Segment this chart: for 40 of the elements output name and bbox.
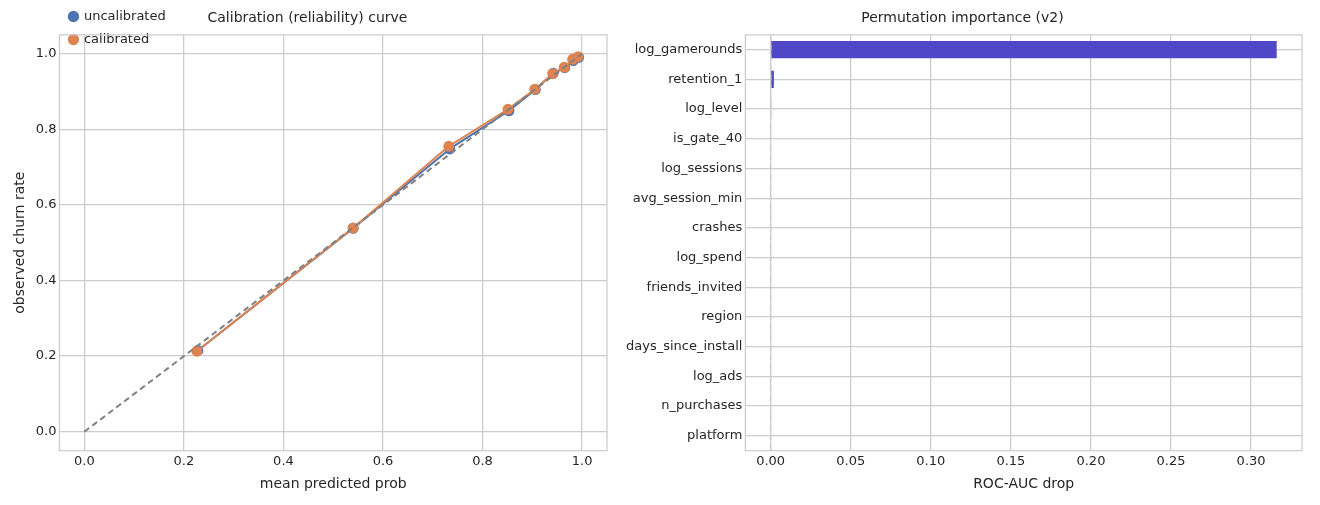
x-tick-label: 0.4 — [273, 452, 294, 468]
y-axis-title: observed churn rate — [11, 171, 28, 314]
y-tick-label: log_gamerounds — [634, 41, 743, 57]
y-tick-label: friends_invited — [646, 278, 743, 294]
legend-label: calibrated — [83, 30, 150, 46]
x-tick-label: 0.25 — [1156, 452, 1186, 468]
x-tick-label: 0.0 — [74, 452, 95, 468]
y-tick-label: days_since_install — [625, 338, 743, 354]
x-tick-label: 0.8 — [472, 452, 493, 468]
y-tick-label: log_spend — [676, 248, 743, 264]
y-tick-label: n_purchases — [661, 397, 743, 413]
y-tick-label: region — [701, 308, 743, 324]
y-tick-label: log_ads — [693, 367, 743, 383]
y-tick-label: 0.0 — [35, 423, 57, 439]
y-tick-label: 0.2 — [35, 347, 57, 363]
x-tick-label: 0.00 — [756, 452, 786, 468]
y-tick-label: 0.4 — [35, 271, 57, 287]
y-tick-label: retention_1 — [668, 70, 743, 86]
x-tick-label: 0.20 — [1076, 452, 1106, 468]
chart-title: Calibration (reliability) curve — [207, 9, 408, 26]
x-axis-title: mean predicted prob — [259, 475, 407, 492]
y-tick-label: avg_session_min — [632, 189, 743, 205]
y-tick-label: log_level — [685, 100, 743, 116]
y-tick-label: crashes — [692, 219, 743, 235]
x-tick-label: 1.0 — [571, 452, 593, 468]
x-tick-label: 0.15 — [996, 452, 1026, 468]
legend-label: uncalibrated — [83, 7, 166, 23]
x-tick-label: 0.10 — [916, 452, 946, 468]
y-tick-label: is_gate_40 — [673, 130, 743, 146]
x-tick-label: 0.2 — [173, 452, 195, 468]
y-tick-label: platform — [687, 427, 743, 443]
y-tick-label: 0.8 — [35, 120, 57, 136]
y-tick-label: 0.6 — [35, 196, 57, 212]
y-tick-label: 1.0 — [35, 45, 57, 61]
x-tick-label: 0.30 — [1236, 452, 1266, 468]
x-tick-label: 0.05 — [836, 452, 866, 468]
x-tick-label: 0.6 — [372, 452, 394, 468]
chart-title: Permutation importance (v2) — [861, 9, 1064, 26]
y-tick-label: log_sessions — [661, 159, 743, 175]
x-axis-title: ROC-AUC drop — [973, 475, 1075, 492]
